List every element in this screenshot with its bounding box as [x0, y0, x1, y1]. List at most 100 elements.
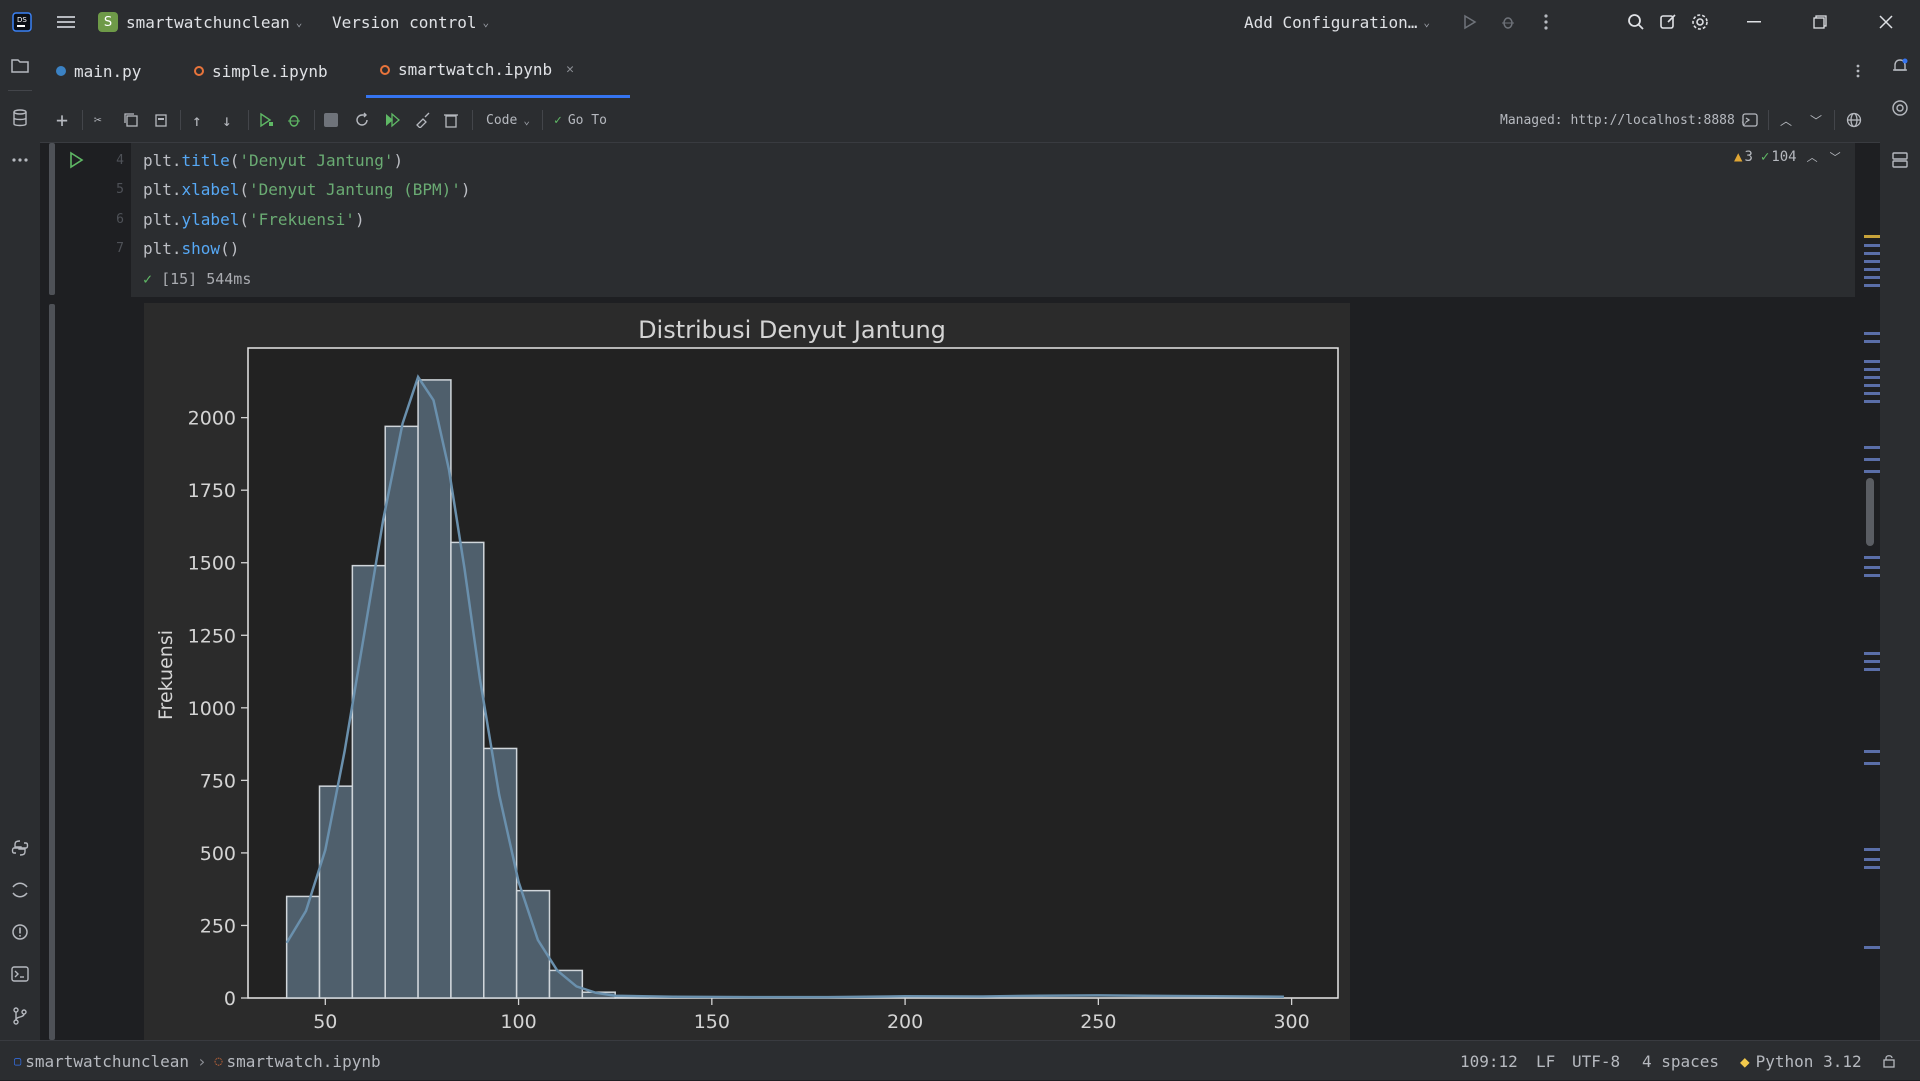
- interrupt-kernel-icon[interactable]: [324, 98, 338, 142]
- move-down-icon[interactable]: ↓: [222, 110, 232, 130]
- cursor-position[interactable]: 109:12: [1460, 1051, 1518, 1071]
- minimap-marker[interactable]: [1864, 556, 1880, 559]
- jupyter-icon[interactable]: [8, 878, 32, 902]
- file-encoding[interactable]: UTF-8: [1572, 1051, 1621, 1071]
- minimap-marker[interactable]: [1864, 858, 1880, 861]
- minimap-marker[interactable]: [1864, 446, 1880, 449]
- main-menu-icon[interactable]: [54, 10, 78, 34]
- minimap-marker[interactable]: [1864, 268, 1880, 271]
- code-line[interactable]: plt.title('Denyut Jantung'): [143, 151, 404, 170]
- debug-cell-icon[interactable]: [286, 98, 302, 142]
- breadcrumb-project[interactable]: smartwatchunclean: [25, 1051, 189, 1071]
- code-line[interactable]: plt.xlabel('Denyut Jantung (BPM)'): [143, 180, 471, 199]
- minimap-marker[interactable]: [1864, 244, 1880, 247]
- debug-icon[interactable]: [1496, 10, 1520, 34]
- run-config-selector[interactable]: Add Configuration… ⌄: [1244, 0, 1430, 44]
- minimap-marker[interactable]: [1864, 866, 1880, 869]
- minimap-marker[interactable]: [1864, 566, 1880, 569]
- minimap-marker[interactable]: [1864, 470, 1880, 473]
- restore-window-icon[interactable]: [1808, 10, 1832, 34]
- paste-cell-icon[interactable]: [154, 98, 168, 142]
- cell-selection-bar[interactable]: [49, 143, 55, 295]
- minimap-marker[interactable]: [1864, 762, 1880, 765]
- breadcrumb-file[interactable]: smartwatch.ipynb: [226, 1051, 381, 1071]
- inspection-widget[interactable]: ▲ 3 ✓ 104 ︿ ﹀: [1734, 145, 1841, 169]
- next-problem-icon[interactable]: ﹀: [1829, 151, 1841, 164]
- search-icon[interactable]: [1624, 10, 1648, 34]
- jupyter-variables-icon[interactable]: [1888, 148, 1912, 172]
- restart-kernel-icon[interactable]: [354, 98, 370, 142]
- terminal-icon[interactable]: [8, 962, 32, 986]
- python-interpreter[interactable]: ◆ Python 3.12: [1740, 1041, 1862, 1081]
- goto-button[interactable]: ✓ Go To: [554, 98, 607, 142]
- tab-smartwatch-ipynb[interactable]: smartwatch.ipynb ✕: [366, 44, 630, 98]
- line-ending[interactable]: LF: [1536, 1051, 1556, 1071]
- vertical-scrollbar-thumb[interactable]: [1866, 478, 1874, 546]
- more-tools-icon[interactable]: [8, 148, 32, 172]
- project-folder-icon[interactable]: [8, 54, 32, 78]
- tab-simple-ipynb[interactable]: simple.ipynb: [194, 44, 328, 98]
- run-cell-icon[interactable]: [258, 98, 274, 142]
- tab-actions-icon[interactable]: [1846, 59, 1870, 83]
- vcs-menu[interactable]: Version control ⌄: [332, 0, 489, 44]
- minimap-marker[interactable]: [1864, 392, 1880, 395]
- delete-cell-icon[interactable]: [444, 98, 458, 142]
- cut-cell-icon[interactable]: ✂: [94, 112, 102, 128]
- next-cell-icon[interactable]: ﹀: [1810, 113, 1823, 128]
- notifications-bell-icon[interactable]: [1888, 54, 1912, 78]
- indent-setting[interactable]: 4 spaces: [1642, 1051, 1720, 1071]
- output-selection-bar[interactable]: [49, 304, 55, 1040]
- minimap-marker[interactable]: [1864, 360, 1880, 363]
- minimap-marker[interactable]: [1864, 340, 1880, 343]
- tab-main-py[interactable]: main.py: [56, 44, 141, 98]
- settings-gear-icon[interactable]: [1688, 10, 1712, 34]
- read-only-toggle-icon[interactable]: [1882, 1041, 1896, 1081]
- minimap-marker[interactable]: [1864, 332, 1880, 335]
- minimize-window-icon[interactable]: [1742, 10, 1766, 34]
- minimap-marker[interactable]: [1864, 368, 1880, 371]
- kernel-console-icon[interactable]: [1742, 98, 1758, 142]
- minimap-marker[interactable]: [1864, 235, 1880, 238]
- minimap-marker[interactable]: [1864, 276, 1880, 279]
- jupyter-server-selector[interactable]: Managed: http://localhost:8888 ⌄: [1500, 98, 1747, 142]
- minimap-marker[interactable]: [1864, 252, 1880, 255]
- close-tab-icon[interactable]: ✕: [566, 62, 574, 77]
- minimap-marker[interactable]: [1864, 848, 1880, 851]
- minimap-marker[interactable]: [1864, 400, 1880, 403]
- more-actions-icon[interactable]: [1534, 10, 1558, 34]
- minimap-marker[interactable]: [1864, 260, 1880, 263]
- code-with-me-icon[interactable]: [1656, 10, 1680, 34]
- add-cell-icon[interactable]: +: [56, 108, 69, 132]
- minimap-marker[interactable]: [1864, 458, 1880, 461]
- clear-outputs-icon[interactable]: [414, 98, 430, 142]
- git-branch-icon[interactable]: [8, 1004, 32, 1028]
- minimap-marker[interactable]: [1864, 750, 1880, 753]
- move-up-icon[interactable]: ↑: [192, 110, 202, 130]
- problems-icon[interactable]: [8, 920, 32, 944]
- app-logo-icon[interactable]: DS: [10, 10, 34, 34]
- minimap-marker[interactable]: [1864, 376, 1880, 379]
- minimap-marker[interactable]: [1864, 574, 1880, 577]
- minimap-marker[interactable]: [1864, 384, 1880, 387]
- minimap-marker[interactable]: [1864, 668, 1880, 671]
- run-cell-gutter-icon[interactable]: [64, 148, 88, 172]
- minimap-marker[interactable]: [1864, 652, 1880, 655]
- ai-assistant-icon[interactable]: [1888, 96, 1912, 120]
- copy-cell-icon[interactable]: [124, 98, 138, 142]
- code-line[interactable]: plt.show(): [143, 239, 240, 258]
- globe-icon[interactable]: [1846, 98, 1862, 142]
- run-icon[interactable]: [1458, 10, 1482, 34]
- minimap-marker[interactable]: [1864, 946, 1880, 949]
- minimap-marker[interactable]: [1864, 284, 1880, 287]
- code-line[interactable]: plt.ylabel('Frekuensi'): [143, 210, 365, 229]
- cell-type-select[interactable]: Code ⌄: [486, 98, 530, 142]
- close-window-icon[interactable]: [1874, 10, 1898, 34]
- run-all-icon[interactable]: [384, 98, 400, 142]
- prev-cell-icon[interactable]: ︿: [1780, 113, 1793, 128]
- prev-problem-icon[interactable]: ︿: [1806, 151, 1818, 164]
- code-cell[interactable]: plt.title('Denyut Jantung') plt.xlabel('…: [131, 143, 1855, 297]
- breadcrumb[interactable]: ▢ smartwatchunclean › ◌ smartwatch.ipynb: [14, 1041, 381, 1081]
- minimap-marker[interactable]: [1864, 660, 1880, 663]
- database-icon[interactable]: [8, 106, 32, 130]
- project-selector[interactable]: S smartwatchunclean ⌄: [98, 0, 302, 44]
